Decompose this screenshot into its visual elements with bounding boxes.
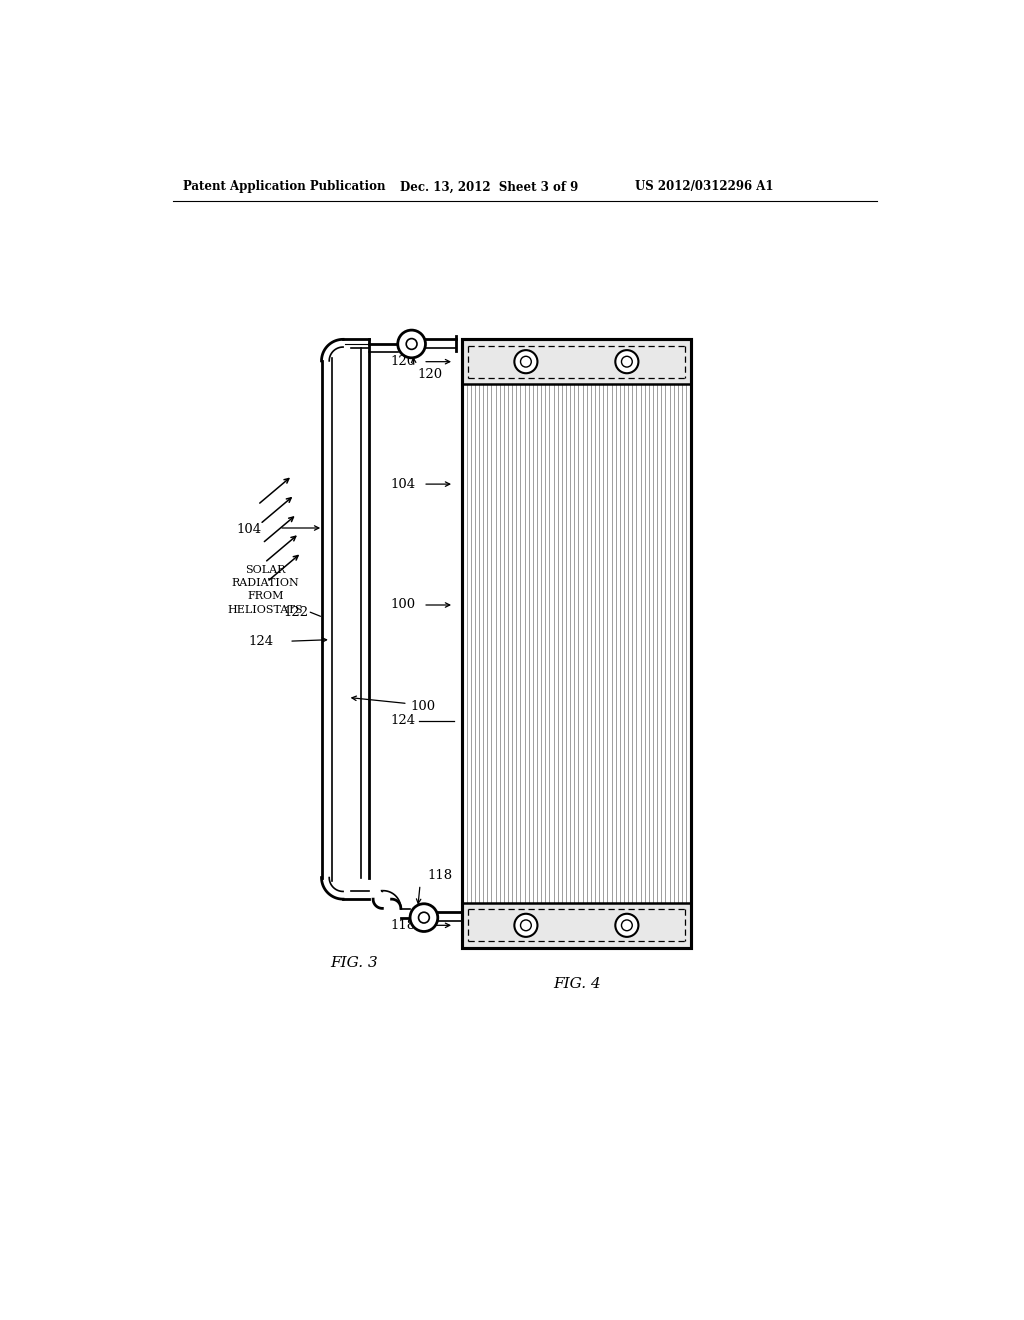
- Bar: [462, 339, 691, 948]
- Text: US 2012/0312296 A1: US 2012/0312296 A1: [635, 181, 773, 194]
- Text: 120: 120: [391, 355, 416, 368]
- Text: 124: 124: [391, 714, 416, 727]
- Text: 120: 120: [418, 368, 443, 381]
- Bar: [462, 339, 691, 948]
- Text: 122: 122: [283, 606, 308, 619]
- Text: Patent Application Publication: Patent Application Publication: [183, 181, 385, 194]
- Circle shape: [615, 913, 638, 937]
- Circle shape: [514, 350, 538, 374]
- Bar: [462, 903, 691, 948]
- Bar: [462, 339, 691, 384]
- Text: 100: 100: [410, 700, 435, 713]
- Circle shape: [615, 350, 638, 374]
- Circle shape: [397, 330, 425, 358]
- Text: 118: 118: [391, 919, 416, 932]
- Text: FIG. 3: FIG. 3: [330, 956, 378, 970]
- Text: 104: 104: [237, 523, 262, 536]
- Text: FIG. 4: FIG. 4: [553, 977, 601, 991]
- Circle shape: [410, 904, 438, 932]
- Circle shape: [514, 913, 538, 937]
- Text: Dec. 13, 2012  Sheet 3 of 9: Dec. 13, 2012 Sheet 3 of 9: [400, 181, 579, 194]
- Text: SOLAR
RADIATION
FROM
HELIOSTATS: SOLAR RADIATION FROM HELIOSTATS: [227, 565, 303, 615]
- Text: 118: 118: [428, 869, 453, 882]
- Text: 124: 124: [249, 635, 273, 648]
- Text: 100: 100: [391, 598, 416, 611]
- Text: 104: 104: [391, 478, 416, 491]
